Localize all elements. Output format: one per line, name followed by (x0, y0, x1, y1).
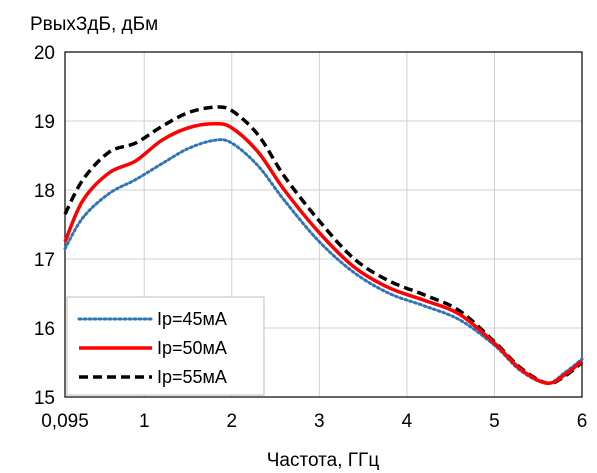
y-tick-label: 17 (34, 250, 55, 271)
y-tick-label: 16 (34, 319, 55, 340)
legend-label: Ip=45мА (157, 309, 227, 329)
series-layer (63, 105, 584, 386)
x-axis-label: Частота, ГГц (267, 450, 380, 471)
y-tick-label: 19 (34, 112, 55, 133)
legend-label: Ip=55мА (157, 367, 227, 387)
x-tick-label: 5 (489, 411, 500, 432)
x-tick-label: 3 (314, 411, 325, 432)
x-tick-label: 6 (577, 411, 588, 432)
y-tick-label: 20 (34, 43, 55, 64)
x-tick-label: 2 (226, 411, 237, 432)
series-line-2 (63, 121, 584, 386)
x-tick-label: 0,095 (41, 411, 89, 432)
plot-area (64, 51, 583, 398)
y-tick-label: 18 (34, 181, 55, 202)
legend-label: Ip=50мА (157, 338, 227, 358)
y-tick-label: 15 (34, 388, 55, 409)
legend: Ip=45мА Ip=50мА Ip=55мА (66, 296, 265, 396)
ticks: 0,095 1 2 3 4 5 6 15 16 17 18 19 20 (34, 43, 587, 432)
x-tick-label: 1 (139, 411, 150, 432)
y-axis-label: PвыхЗдБ, дБм (30, 14, 158, 35)
x-tick-label: 4 (402, 411, 413, 432)
